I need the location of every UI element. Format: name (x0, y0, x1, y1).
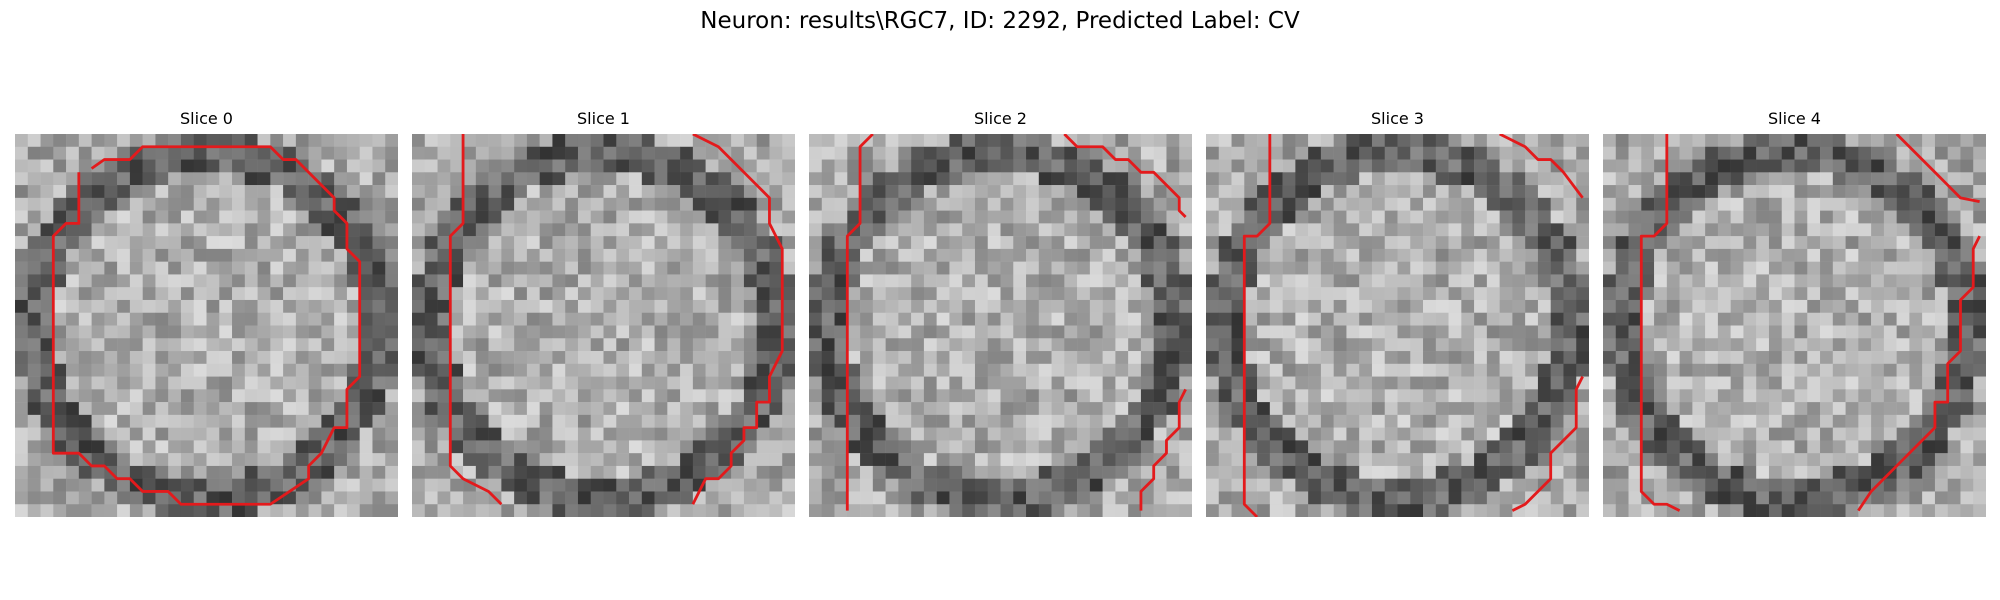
slice-title: Slice 1 (577, 109, 630, 128)
slice-panel-4: Slice 4 (1603, 104, 1986, 517)
segmentation-contour (1639, 134, 1681, 512)
pixel-grid (412, 134, 795, 517)
segmentation-contour (51, 145, 362, 506)
segmentation-contour (1063, 134, 1187, 218)
segmentation-contour (845, 134, 874, 511)
slice-panel-3: Slice 3 (1206, 104, 1589, 517)
pixel-grid (1206, 134, 1589, 517)
pixel-grid (15, 134, 398, 517)
slice-title: Slice 4 (1768, 109, 1821, 128)
slice-title: Slice 3 (1371, 109, 1424, 128)
slice-image (412, 134, 795, 517)
slice-image (809, 134, 1192, 517)
segmentation-contour (1511, 375, 1584, 512)
slice-image (1603, 134, 1986, 517)
figure-title: Neuron: results\RGC7, ID: 2292, Predicte… (700, 8, 1300, 34)
pixel-grid (809, 134, 1192, 517)
segmentation-contour (691, 134, 784, 505)
segmentation-contour (1242, 134, 1272, 517)
slice-image (1206, 134, 1589, 517)
segmentation-contour (1499, 134, 1584, 199)
slice-title: Slice 2 (974, 109, 1027, 128)
slice-image (15, 134, 398, 517)
slice-panel-0: Slice 0 (15, 104, 398, 517)
slice-title: Slice 0 (180, 109, 233, 128)
segmentation-contour (1857, 235, 1981, 512)
pixel-grid (1603, 134, 1986, 517)
slice-panel-2: Slice 2 (809, 104, 1192, 517)
slice-panel-1: Slice 1 (412, 104, 795, 517)
segmentation-contour (1139, 388, 1187, 511)
segmentation-contour (448, 134, 503, 506)
segmentation-contour (1895, 134, 1980, 204)
